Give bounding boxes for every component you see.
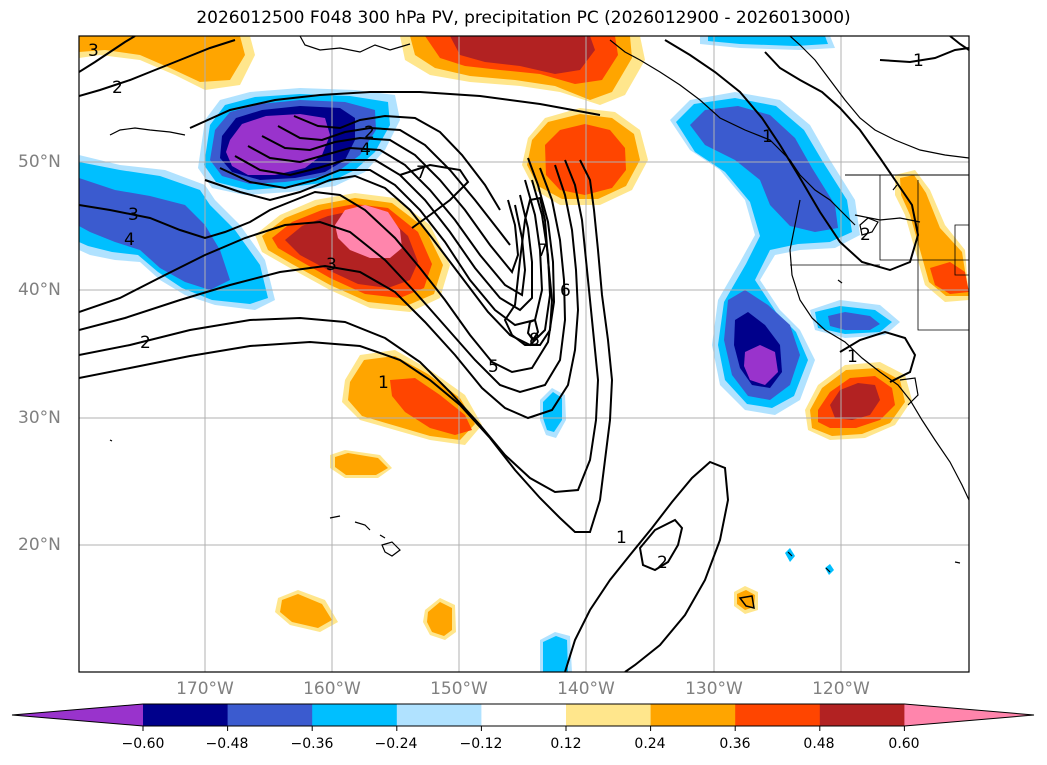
contour-label: 6 bbox=[560, 281, 571, 301]
contour-label: 1 bbox=[762, 127, 773, 147]
contour-label: 1 bbox=[913, 51, 924, 71]
gridlines bbox=[79, 36, 969, 672]
colorbar-tick-label: 0.60 bbox=[888, 736, 920, 752]
lat-label: 50°N bbox=[18, 152, 61, 172]
colorbar-segment bbox=[566, 704, 652, 726]
contour-label: 1 bbox=[847, 347, 858, 367]
contour-label: 1 bbox=[378, 373, 389, 393]
colorbar-tick-label: −0.48 bbox=[205, 736, 249, 752]
contour-label: 2 bbox=[657, 553, 668, 573]
map-title: 2026012500 F048 300 hPa PV, precipitatio… bbox=[196, 8, 851, 28]
lon-label: 120°W bbox=[812, 679, 870, 699]
lat-label: 40°N bbox=[18, 280, 61, 300]
colorbar-segment bbox=[312, 704, 398, 726]
pv-contours bbox=[79, 36, 969, 672]
colorbar-tick-label: 0.24 bbox=[634, 736, 666, 752]
contour-label: 1 bbox=[616, 528, 627, 548]
lat-label: 30°N bbox=[18, 408, 61, 428]
colorbar-tick-label: −0.24 bbox=[374, 736, 418, 752]
contour-label: 3 bbox=[326, 255, 337, 275]
contour-labels: 3 2 2 4 7 3 4 3 7 6 8 5 2 1 1 1 2 1 2 1 bbox=[88, 41, 924, 573]
colorbar bbox=[11, 703, 1035, 731]
contour-label: 5 bbox=[488, 357, 499, 377]
contour-label: 2 bbox=[364, 123, 375, 143]
lon-label: 170°W bbox=[176, 679, 234, 699]
lon-label: 160°W bbox=[303, 679, 361, 699]
contour-label: 4 bbox=[124, 230, 135, 250]
map-frame bbox=[78, 35, 970, 673]
contour-label: 2 bbox=[112, 78, 123, 98]
colorbar-tick-label: −0.36 bbox=[290, 736, 334, 752]
contour-label: 3 bbox=[128, 205, 139, 225]
lon-label: 130°W bbox=[685, 679, 743, 699]
lat-label: 20°N bbox=[18, 535, 61, 555]
colorbar-segment bbox=[396, 704, 482, 726]
lon-label: 140°W bbox=[557, 679, 615, 699]
colorbar-tick-label: 0.12 bbox=[550, 736, 582, 752]
colorbar-tick-label: 0.48 bbox=[803, 736, 835, 752]
lon-label: 150°W bbox=[430, 679, 488, 699]
colorbar-tick-label: 0.36 bbox=[719, 736, 751, 752]
colorbar-segment bbox=[227, 704, 313, 726]
contour-label: 2 bbox=[860, 225, 871, 245]
contour-label: 7 bbox=[416, 163, 427, 183]
contour-label: 2 bbox=[140, 333, 151, 353]
colorbar-segment bbox=[819, 704, 905, 726]
colorbar-segment bbox=[735, 704, 821, 726]
colorbar-extend-low bbox=[12, 704, 143, 726]
colorbar-segment bbox=[650, 704, 736, 726]
contour-label: 8 bbox=[529, 330, 540, 350]
contour-label: 4 bbox=[360, 140, 371, 160]
colorbar-tick-label: −0.60 bbox=[121, 736, 165, 752]
map-panel: 3 2 2 4 7 3 4 3 7 6 8 5 2 1 1 1 2 1 2 1 bbox=[79, 36, 969, 672]
contour-label: 3 bbox=[88, 41, 99, 61]
colorbar-tick-label: −0.12 bbox=[459, 736, 503, 752]
contour-label: 7 bbox=[537, 241, 548, 261]
colorbar-segment bbox=[481, 704, 567, 726]
colorbar-segment bbox=[143, 704, 229, 726]
colorbar-extend-high bbox=[904, 704, 1034, 726]
